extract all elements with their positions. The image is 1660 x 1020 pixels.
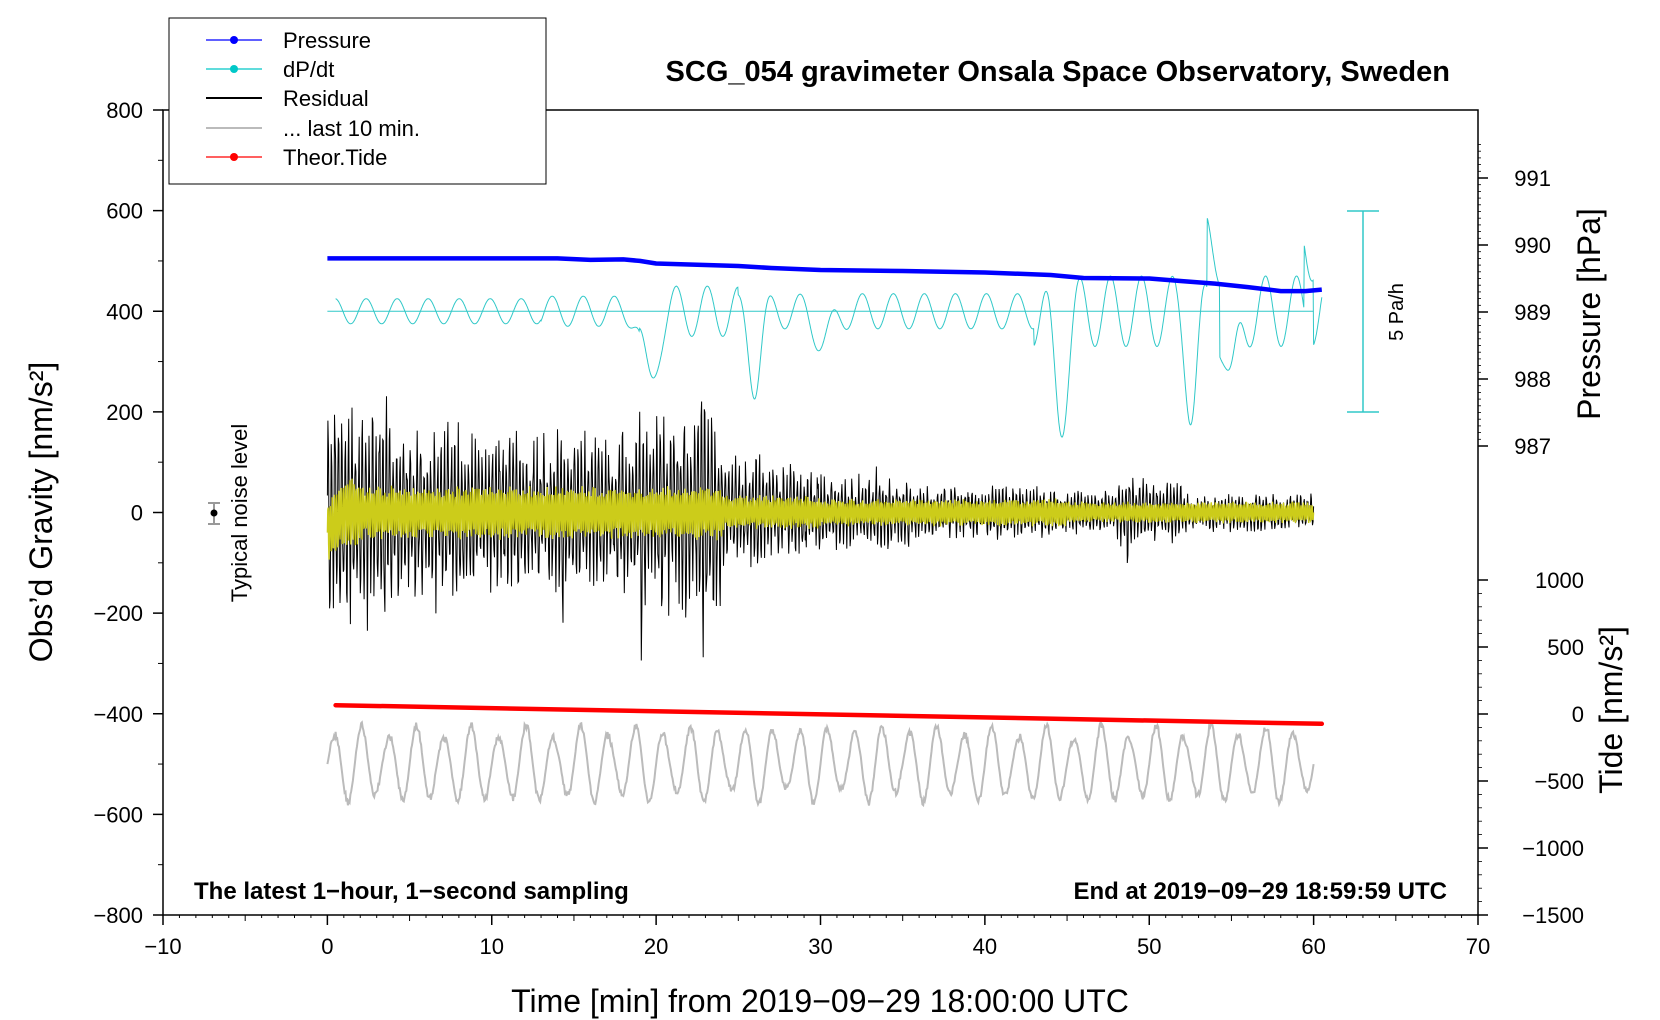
- filtered-residual-series: [326, 478, 1315, 560]
- x-tick-label: 50: [1137, 934, 1161, 959]
- tide-tick-label: 500: [1547, 635, 1584, 660]
- legend-label-residual: Residual: [283, 86, 369, 111]
- pressure-tick-label: 987: [1514, 434, 1551, 459]
- y-tick-label: 400: [106, 299, 143, 324]
- x-tick-label: 40: [973, 934, 997, 959]
- noise-level-label: Typical noise level: [227, 424, 252, 603]
- tick-labels: −10 0 10 20 30 40 50 60 70 800 600 400 200 0 −200 −400 −…: [93, 98, 1584, 959]
- y-axis-title-left: Obs’d Gravity [nm/s²]: [23, 362, 59, 663]
- legend-label-last-10-min: ... last 10 min.: [283, 116, 420, 141]
- x-tick-label: 10: [480, 934, 504, 959]
- y-axis-title-tide: Tide [nm/s²]: [1593, 626, 1629, 794]
- y-axis-title-pressure: Pressure [hPa]: [1571, 208, 1607, 420]
- legend-item-dpdt: dP/dt: [206, 57, 334, 82]
- legend-label-pressure: Pressure: [283, 28, 371, 53]
- x-tick-label: 20: [644, 934, 668, 959]
- noise-level-marker: Typical noise level: [208, 424, 252, 603]
- y-tick-label: −800: [93, 903, 143, 928]
- chart-title: SCG_054 gravimeter Onsala Space Observat…: [666, 56, 1450, 88]
- dpdt-series: [327, 218, 1323, 438]
- x-tick-label: 60: [1301, 934, 1325, 959]
- legend-label-dpdt: dP/dt: [283, 57, 334, 82]
- y-tick-label: 200: [106, 400, 143, 425]
- y-tick-label: −600: [93, 802, 143, 827]
- x-tick-label: 0: [321, 934, 333, 959]
- legend-item-pressure: Pressure: [206, 28, 371, 53]
- tide-tick-label: −1500: [1522, 903, 1584, 928]
- dpdt-scale-bar: 5 Pa/h: [1347, 210, 1408, 413]
- theor-tide-series: [333, 702, 1325, 727]
- noise-level-point: [210, 509, 218, 517]
- x-tick-label: −10: [144, 934, 181, 959]
- dpdt-scale-label: 5 Pa/h: [1386, 283, 1408, 341]
- dpdt-line: [335, 218, 1323, 438]
- x-axis-title: Time [min] from 2019−09−29 18:00:00 UTC: [511, 983, 1129, 1019]
- y-tick-label: 600: [106, 199, 143, 224]
- last-10-min-series: [326, 718, 1315, 808]
- legend-item-theor-tide: Theor.Tide: [206, 145, 387, 170]
- filtered-residual-line: [326, 478, 1315, 560]
- pressure-line: [327, 256, 1323, 294]
- axis-ticks: [153, 109, 1488, 925]
- pressure-tick-label: 989: [1514, 300, 1551, 325]
- y-tick-label: 800: [106, 98, 143, 123]
- pressure-tick-label: 991: [1514, 166, 1551, 191]
- pressure-series: [327, 256, 1323, 294]
- legend-label-theor-tide: Theor.Tide: [283, 145, 387, 170]
- tide-tick-label: 0: [1572, 702, 1584, 727]
- annotation-bottom-right: End at 2019−09−29 18:59:59 UTC: [1073, 878, 1447, 905]
- annotation-bottom-left: The latest 1−hour, 1−second sampling: [194, 878, 629, 905]
- theor-tide-line: [333, 702, 1325, 727]
- y-tick-label: −200: [93, 601, 143, 626]
- y-tick-label: −400: [93, 702, 143, 727]
- legend-item-residual: Residual: [206, 86, 369, 111]
- y-tick-label: 0: [131, 501, 143, 526]
- last-10-min-line: [326, 718, 1315, 808]
- legend-item-last-10-min: ... last 10 min.: [206, 116, 420, 141]
- x-tick-label: 30: [808, 934, 832, 959]
- x-tick-label: 70: [1466, 934, 1490, 959]
- pressure-tick-label: 988: [1514, 367, 1551, 392]
- tide-tick-label: −1000: [1522, 836, 1584, 861]
- pressure-tick-label: 990: [1514, 233, 1551, 258]
- legend: Pressure dP/dt Residual ... last 10 min.…: [168, 17, 547, 185]
- tide-tick-label: −500: [1534, 769, 1584, 794]
- tide-tick-label: 1000: [1535, 568, 1584, 593]
